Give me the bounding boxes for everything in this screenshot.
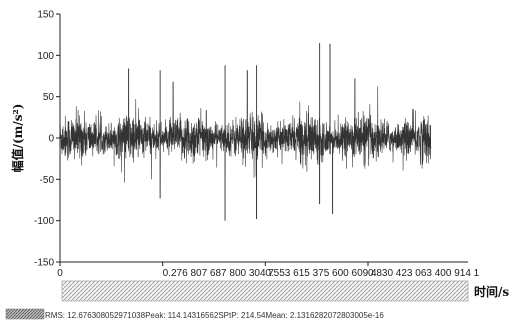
x-axis-ticks: 0 0.276 807 687 800 304 70.553 615 375 60… — [57, 262, 480, 279]
y-tick-label: 100 — [37, 51, 54, 62]
y-tick-label: -50 — [40, 175, 55, 186]
x-tick-label: 0.276 807 687 800 304 7 — [163, 268, 275, 279]
stats-text: RMS: 12.676308052971038Peak: 114.1431656… — [45, 311, 384, 320]
x-axis-unit-label: 时间/s — [474, 284, 509, 299]
waveform-line — [59, 43, 432, 221]
y-tick-label: -100 — [34, 216, 54, 227]
x-tick-label: 0 — [57, 268, 63, 279]
x-tick-label: 0.553 615 375 600 609 4 — [265, 268, 377, 279]
overview-scrollbar[interactable] — [61, 280, 469, 302]
y-tick-label: -150 — [34, 258, 54, 269]
y-axis-ticks: 150 100 50 0 -50 -100 -150 — [34, 10, 60, 269]
y-axis-label: 幅值/(m/s²) — [10, 104, 25, 173]
legend-swatch — [5, 308, 45, 320]
y-tick-label: 50 — [43, 92, 55, 103]
waveform-series — [59, 42, 432, 221]
y-tick-label: 0 — [48, 134, 54, 145]
x-tick-label: 0.830 423 063 400 914 1 — [368, 268, 480, 279]
y-tick-label: 150 — [37, 10, 54, 21]
